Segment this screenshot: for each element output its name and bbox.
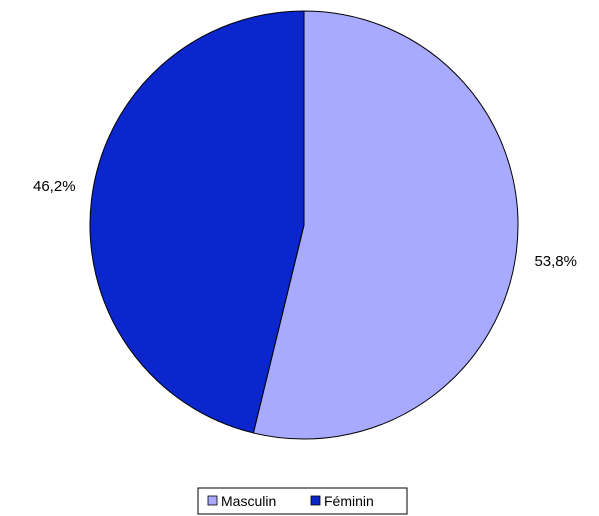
legend: Masculin Féminin [197,487,408,515]
pie-data-labels: 53,8% 46,2% [33,178,577,270]
pie-slice-masculin [252,10,519,440]
legend-items: Masculin Féminin [207,493,374,509]
legend-swatch-masculin [207,495,218,506]
data-label-feminin: 46,2% [33,178,76,195]
pie-slices [89,10,519,440]
legend-label-feminin: Féminin [324,493,374,509]
pie-slice-feminin [89,10,305,434]
legend-swatch-feminin [310,495,321,506]
legend-box [197,487,408,515]
data-label-masculin: 53,8% [534,253,577,270]
legend-label-masculin: Masculin [221,493,276,509]
